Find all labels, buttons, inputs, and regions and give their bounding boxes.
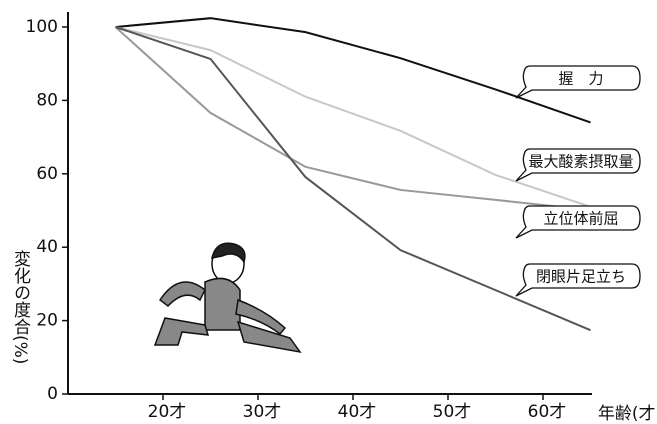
x-tick-label: 30才 xyxy=(243,402,282,422)
y-tick-label: 0 xyxy=(47,384,58,404)
y-tick-label: 20 xyxy=(36,311,58,331)
legend-label: 立位体前屈 xyxy=(543,210,618,228)
y-tick-label: 80 xyxy=(36,90,58,110)
legend-label: 握 力 xyxy=(558,70,603,88)
x-tick-label: 60才 xyxy=(528,402,567,422)
legend-label: 最大酸素摂取量 xyxy=(528,153,633,171)
illustration xyxy=(155,243,300,352)
y-tick-label: 100 xyxy=(26,17,58,37)
legend-label: 閉眼片足立ち xyxy=(536,268,626,286)
series-line xyxy=(116,18,591,122)
x-axis-label: 年齢(才) xyxy=(598,404,657,424)
y-tick-label: 60 xyxy=(36,164,58,184)
y-axis-label: 変化の度合(%) xyxy=(10,250,31,364)
x-tick-label: 50才 xyxy=(433,402,472,422)
y-tick-label: 40 xyxy=(36,237,58,257)
x-tick-label: 40才 xyxy=(338,402,377,422)
x-tick-label: 20才 xyxy=(148,402,187,422)
